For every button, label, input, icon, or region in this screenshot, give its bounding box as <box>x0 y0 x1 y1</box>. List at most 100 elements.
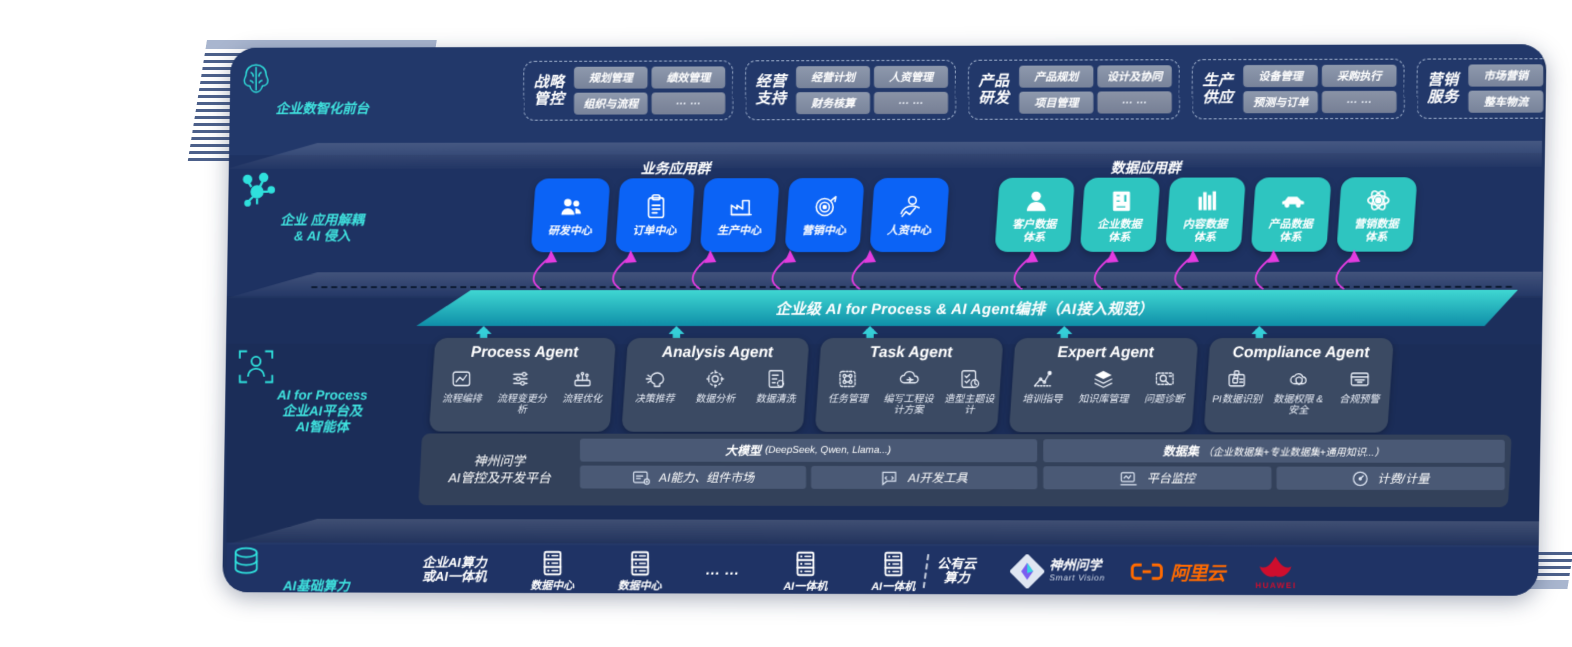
agent-capability[interactable]: 决策推荐 <box>626 367 684 405</box>
app-card[interactable]: 内容数据 体系 <box>1165 177 1246 252</box>
infra-node-label: 数据中心 <box>530 579 575 592</box>
agent-capability-label: 流程变更分析 <box>497 393 547 416</box>
agent-capability[interactable]: 编写工程设计方案 <box>880 367 938 416</box>
agent-capability[interactable]: 造型主题设计 <box>940 367 998 416</box>
agent-card[interactable]: Process Agent 流程编排 流程变更分析 流程优化 <box>428 337 617 432</box>
domain-chip[interactable]: 整车物流 <box>1468 90 1544 113</box>
app-card[interactable]: 营销数据 体系 <box>1336 177 1418 252</box>
agent-capabilities: 任务管理 编写工程设计方案 造型主题设计 <box>818 367 1000 416</box>
app-card-label: 客户数据 体系 <box>1011 218 1056 244</box>
agent-capability[interactable]: 问题诊断 <box>1135 367 1193 405</box>
domain-chip[interactable]: 设备管理 <box>1243 64 1318 88</box>
building-icon <box>1106 186 1136 216</box>
domain-group-1: 战略 管控 规划管理 绩效管理 组织与流程… … <box>523 60 734 121</box>
sliders-icon <box>510 367 534 391</box>
agent-capability[interactable]: 任务管理 <box>819 367 877 416</box>
shield-cloud-icon <box>1286 367 1310 391</box>
infra-node-label: 数据中心 <box>617 580 662 593</box>
aliyun-name: 阿里云 <box>1170 563 1225 585</box>
domain-group-chips: 市场营销客户关系整车物流… … <box>1468 64 1546 113</box>
ledge-1 <box>226 141 1542 169</box>
platform-billing[interactable]: 计费/计量 <box>1276 466 1505 491</box>
infra-node: 数据中心 <box>530 548 574 592</box>
training-icon <box>1030 367 1054 391</box>
domain-chip[interactable]: 组织与流程 <box>574 92 648 115</box>
rail-front-label: 企业数智化前台 <box>275 101 369 117</box>
platform-monitoring[interactable]: 平台监控 <box>1043 466 1271 490</box>
agent-capability[interactable]: 流程变更分析 <box>493 367 551 416</box>
domain-chip[interactable]: 财务核算 <box>796 92 871 115</box>
app-card[interactable]: 研发中心 <box>530 178 611 253</box>
agent-capability[interactable]: 合规预警 <box>1330 367 1389 416</box>
domain-chip[interactable]: 设计及协同 <box>1097 65 1172 88</box>
market-icon <box>631 469 651 485</box>
domain-chip[interactable]: … … <box>1321 90 1397 114</box>
agent-capability-label: 流程编排 <box>441 393 482 405</box>
agent-capability[interactable]: 流程优化 <box>553 367 611 416</box>
app-card[interactable]: 客户数据 体系 <box>994 177 1075 252</box>
platform-ability-market[interactable]: AI能力、组件市场 <box>579 465 806 489</box>
agent-capability[interactable]: 数据分析 <box>686 367 744 405</box>
domain-chip[interactable]: 人资管理 <box>874 65 949 89</box>
platform-dev-tools[interactable]: AI开发工具 <box>810 465 1038 490</box>
app-card[interactable]: 营销中心 <box>784 178 865 253</box>
smartvision-name: 神州问学 <box>1049 557 1102 573</box>
app-card[interactable]: 生产中心 <box>699 178 780 253</box>
agent-capability[interactable]: 知识库管理 <box>1074 367 1132 405</box>
domain-group-chips: 经营计划 人资管理 财务核算… … <box>796 65 949 115</box>
agent-capability-label: 知识库管理 <box>1078 394 1129 406</box>
domain-group-chips: 设备管理 采购执行 预测与订单… … <box>1243 64 1397 114</box>
agent-card[interactable]: Task Agent 任务管理 编写工程设计方案 造型主题设计 <box>814 337 1004 433</box>
rail-aiproc-line3: AI智能体 <box>295 419 349 435</box>
users-icon <box>556 193 586 223</box>
domain-chip[interactable]: 经营计划 <box>796 66 871 89</box>
agent-capability[interactable]: 数据清洗 <box>747 367 805 405</box>
agent-capabilities: 流程编排 流程变更分析 流程优化 <box>432 367 613 416</box>
platform-dataset-label: 数据集 <box>1162 444 1199 459</box>
atom-gear-icon <box>703 367 727 391</box>
agent-card[interactable]: Analysis Agent 决策推荐 数据分析 数据清洗 <box>621 337 810 432</box>
platform-models-sub: (DeepSeek, Qwen, Llama...) <box>765 444 892 457</box>
domain-chip[interactable]: … … <box>874 91 949 115</box>
domain-chip[interactable]: … … <box>1097 91 1172 114</box>
infra-node: … … <box>705 561 739 578</box>
archive-icon <box>1347 367 1371 391</box>
agent-capability[interactable]: 流程编排 <box>433 367 491 416</box>
domain-chip[interactable]: 采购执行 <box>1321 64 1397 87</box>
agent-card[interactable]: Compliance Agent PI数据识别 数据权限 & 安全 合规预警 <box>1203 338 1394 433</box>
app-card-label: 产品数据 体系 <box>1267 218 1313 244</box>
gauge-icon <box>1351 469 1369 487</box>
domain-chip[interactable]: 规划管理 <box>574 66 648 89</box>
server-icon <box>625 548 655 578</box>
app-card[interactable]: 产品数据 体系 <box>1250 177 1332 252</box>
agent-capability[interactable]: 培训指导 <box>1013 367 1071 405</box>
platform-dataset-row[interactable]: 数据集 （企业数据集+专业数据集+通用知识...） <box>1043 439 1505 463</box>
app-card-label: 生产中心 <box>716 225 761 238</box>
domain-chip[interactable]: 项目管理 <box>1019 91 1094 114</box>
domain-chip[interactable]: 预测与订单 <box>1243 90 1318 114</box>
enterprise-compute-line2: 或AI一体机 <box>422 568 487 584</box>
app-card[interactable]: 人资中心 <box>869 177 950 253</box>
app-card[interactable]: 企业数据 体系 <box>1079 177 1161 252</box>
platform-models-row[interactable]: 大模型 (DeepSeek, Qwen, Llama...) <box>579 438 1038 463</box>
vendor-huawei: HUAWEI <box>1255 554 1297 590</box>
atom-icon <box>1363 185 1393 215</box>
infra-node: 数据中心 <box>618 548 662 593</box>
agent-capability[interactable]: PI数据识别 <box>1208 367 1266 416</box>
app-card-label: 内容数据 体系 <box>1182 218 1227 244</box>
agent-cards-row: Process Agent 流程编排 流程变更分析 流程优化 Analysis Agen… <box>428 337 1394 433</box>
domain-chip[interactable]: … … <box>651 92 726 115</box>
ledge-3 <box>226 519 1542 548</box>
factory-icon <box>725 192 755 222</box>
platform-right-column: 数据集 （企业数据集+专业数据集+通用知识...） 平台监控 <box>1043 439 1505 502</box>
agent-card[interactable]: Expert Agent 培训指导 知识库管理 问题诊断 <box>1008 338 1199 433</box>
domain-chip[interactable]: 市场营销 <box>1468 64 1544 87</box>
domain-chip[interactable]: 产品规划 <box>1019 65 1094 88</box>
target-icon <box>810 192 840 222</box>
domain-group-name: 生产 供应 <box>1202 72 1234 107</box>
domain-group-name: 战略 管控 <box>533 73 565 108</box>
domain-chip[interactable]: 绩效管理 <box>651 66 726 89</box>
agent-capability[interactable]: 数据权限 & 安全 <box>1269 367 1327 416</box>
infra-node-label: AI一体机 <box>783 580 828 593</box>
app-card[interactable]: 订单中心 <box>615 178 695 253</box>
